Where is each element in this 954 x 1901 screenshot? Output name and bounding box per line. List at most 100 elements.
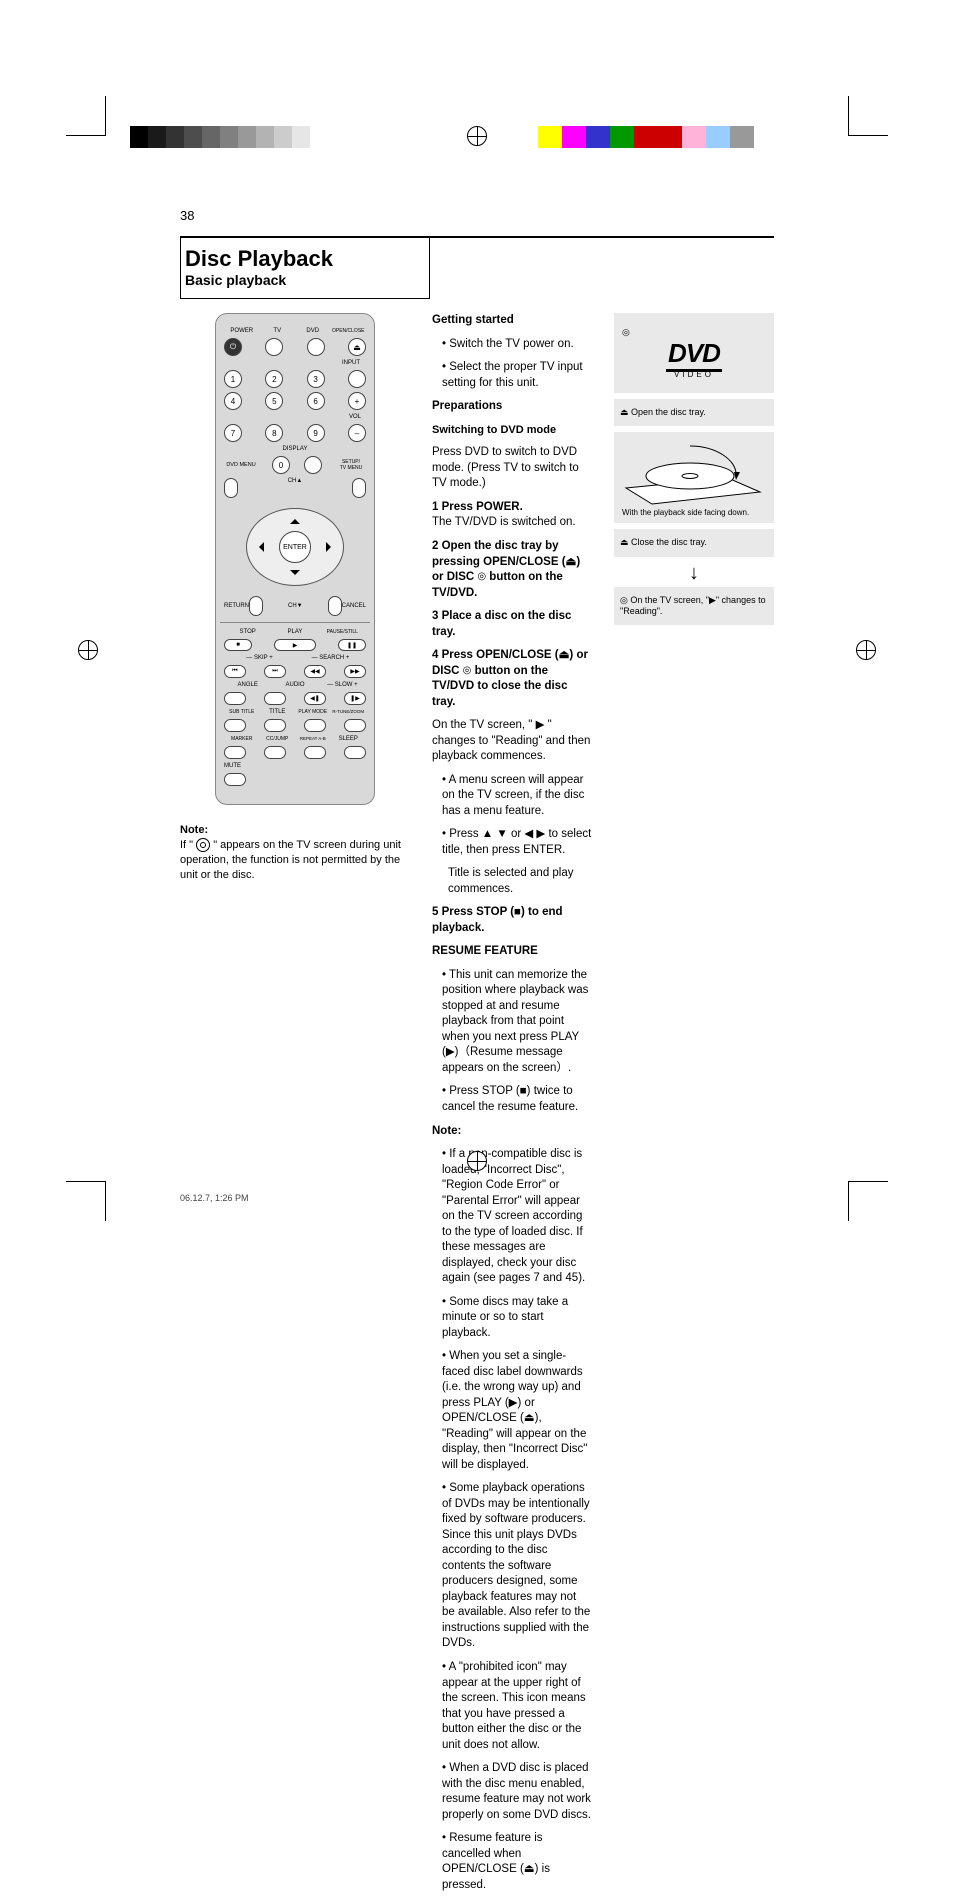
- section-title-box: Disc Playback Basic playback: [180, 238, 430, 299]
- registration-target-bottom: [467, 1151, 487, 1171]
- num-0-button[interactable]: 0: [272, 456, 290, 474]
- search-back-button[interactable]: ◀◀: [304, 665, 326, 678]
- dvd-logo-text: DVD: [666, 338, 722, 372]
- num-2-button[interactable]: 2: [265, 370, 283, 388]
- printer-color-bar: [538, 126, 754, 148]
- label-playmode: PLAY MODE: [295, 709, 331, 715]
- stop-button[interactable]: ■: [224, 639, 252, 651]
- label-skip: — SKIP +: [224, 655, 295, 661]
- resume-body2: • Press STOP (■) twice to cancel the res…: [432, 1084, 592, 1115]
- step5-text: Press STOP (■) to end playback.: [432, 906, 563, 934]
- cancel-button[interactable]: [328, 596, 342, 616]
- num-6-button[interactable]: 6: [307, 392, 325, 410]
- label-display: DISPLAY: [224, 446, 366, 452]
- sleep-button[interactable]: [344, 746, 366, 759]
- power-button[interactable]: ⏻: [224, 338, 242, 356]
- num-5-button[interactable]: 5: [265, 392, 283, 410]
- label-angle: ANGLE: [224, 682, 271, 688]
- dpad-down-button[interactable]: [290, 570, 300, 580]
- bottom-note-item: • When a DVD disc is placed with the dis…: [432, 1761, 592, 1823]
- bottom-note-item: • Some playback operations of DVDs may b…: [432, 1481, 592, 1652]
- num-3-button[interactable]: 3: [307, 370, 325, 388]
- return-button[interactable]: [249, 596, 263, 616]
- num-1-button[interactable]: 1: [224, 370, 242, 388]
- switching-head: Switching to DVD mode: [432, 423, 592, 438]
- input-button[interactable]: [348, 370, 366, 388]
- enter-button[interactable]: ENTER: [279, 531, 311, 563]
- playmode-button[interactable]: [304, 719, 326, 732]
- num-8-button[interactable]: 8: [265, 424, 283, 442]
- vol-up-button[interactable]: +: [348, 392, 366, 410]
- registration-target-left: [78, 640, 98, 660]
- skip-back-button[interactable]: ⏮: [224, 665, 246, 678]
- angle-button[interactable]: [224, 692, 246, 705]
- printer-gray-ramp: [130, 126, 328, 148]
- slow-back-button[interactable]: ◀❚: [304, 692, 326, 705]
- title-button[interactable]: [264, 719, 286, 732]
- play-button[interactable]: ▶: [274, 639, 316, 651]
- subtitle-button[interactable]: [224, 719, 246, 732]
- repeat-button[interactable]: [304, 746, 326, 759]
- bottom-note-item: • Some discs may take a minute or so to …: [432, 1295, 592, 1342]
- dvd-menu-button[interactable]: [224, 478, 238, 498]
- step1-sub: The TV/DVD is switched on.: [432, 516, 576, 528]
- num-4-button[interactable]: 4: [224, 392, 242, 410]
- num-9-button[interactable]: 9: [307, 424, 325, 442]
- label-dvdmenu: DVD MENU: [224, 462, 258, 468]
- left-note: Note: If " " appears on the TV screen du…: [180, 823, 410, 882]
- label-power: POWER: [224, 328, 260, 334]
- dpad: ENTER: [240, 502, 350, 592]
- label-mute: MUTE: [224, 763, 241, 769]
- tv-button[interactable]: [265, 338, 283, 356]
- dpad-left-button[interactable]: [254, 542, 264, 552]
- dpad-up-button[interactable]: [290, 514, 300, 524]
- dvd-button[interactable]: [307, 338, 325, 356]
- marker-button[interactable]: [224, 746, 246, 759]
- label-input: INPUT: [336, 360, 366, 366]
- audio-button[interactable]: [264, 692, 286, 705]
- rtune-button[interactable]: [344, 719, 366, 732]
- disc-icon: ◎: [477, 570, 486, 584]
- label-pause: PAUSE/STILL: [319, 629, 366, 635]
- step-box-close: ⏏ Close the disc tray.: [614, 529, 774, 556]
- label-dvd: DVD: [295, 328, 331, 334]
- vol-down-button[interactable]: –: [348, 424, 366, 442]
- skip-fwd-button[interactable]: ⏭: [264, 665, 286, 678]
- label-play: PLAY: [271, 629, 318, 635]
- remote-control-diagram: POWER TV DVD OPEN/CLOSE ⏻ ⏏ INPUT 1 2 3: [215, 313, 375, 805]
- box5b: " changes to: [716, 595, 766, 605]
- label-vol: VOL: [344, 414, 366, 420]
- resume-head: RESUME FEATURE: [432, 944, 592, 960]
- note-text-a: If ": [180, 839, 196, 851]
- dvd-logo-sub: VIDEO: [614, 370, 774, 379]
- step3-text: Place a disc on the disc tray.: [432, 610, 571, 638]
- prohibit-icon: [196, 838, 210, 852]
- search-fwd-button[interactable]: ▶▶: [344, 665, 366, 678]
- label-subtitle: SUB TITLE: [224, 709, 260, 715]
- label-marker: MARKER: [224, 736, 260, 742]
- bottom-note-item: • A "prohibited icon" may appear at the …: [432, 1660, 592, 1753]
- print-timestamp: 06.12.7, 1:26 PM: [180, 1193, 249, 1203]
- label-title: TITLE: [260, 709, 296, 715]
- bottom-note-head: Note:: [432, 1124, 592, 1140]
- slow-fwd-button[interactable]: ❚▶: [344, 692, 366, 705]
- getting-started-head: Getting started: [432, 313, 592, 329]
- display-button[interactable]: [304, 456, 322, 474]
- dpad-right-button[interactable]: [326, 542, 336, 552]
- ccjump-button[interactable]: [264, 746, 286, 759]
- open-close-button[interactable]: ⏏: [348, 338, 366, 356]
- label-sleep: SLEEP: [331, 736, 367, 742]
- label-openclose: OPEN/CLOSE: [331, 328, 367, 334]
- note-text-b: " appears on the TV screen during unit o…: [180, 839, 401, 881]
- tray-illustration: With the playback side facing down.: [614, 432, 774, 523]
- mute-button[interactable]: [224, 773, 246, 786]
- step5-num: 5: [432, 906, 438, 918]
- section-title: Basic playback: [185, 272, 417, 288]
- num-7-button[interactable]: 7: [224, 424, 242, 442]
- pause-button[interactable]: ❚❚: [338, 639, 366, 651]
- setup-button[interactable]: [352, 478, 366, 498]
- illustration-column: ◎ DVD VIDEO ⏏ Open the disc tray. With t…: [614, 313, 774, 1901]
- step2-num: 2: [432, 540, 438, 552]
- label-ch-down: CH▼: [263, 603, 328, 609]
- cursor-sub: Title is selected and play commences.: [432, 866, 592, 897]
